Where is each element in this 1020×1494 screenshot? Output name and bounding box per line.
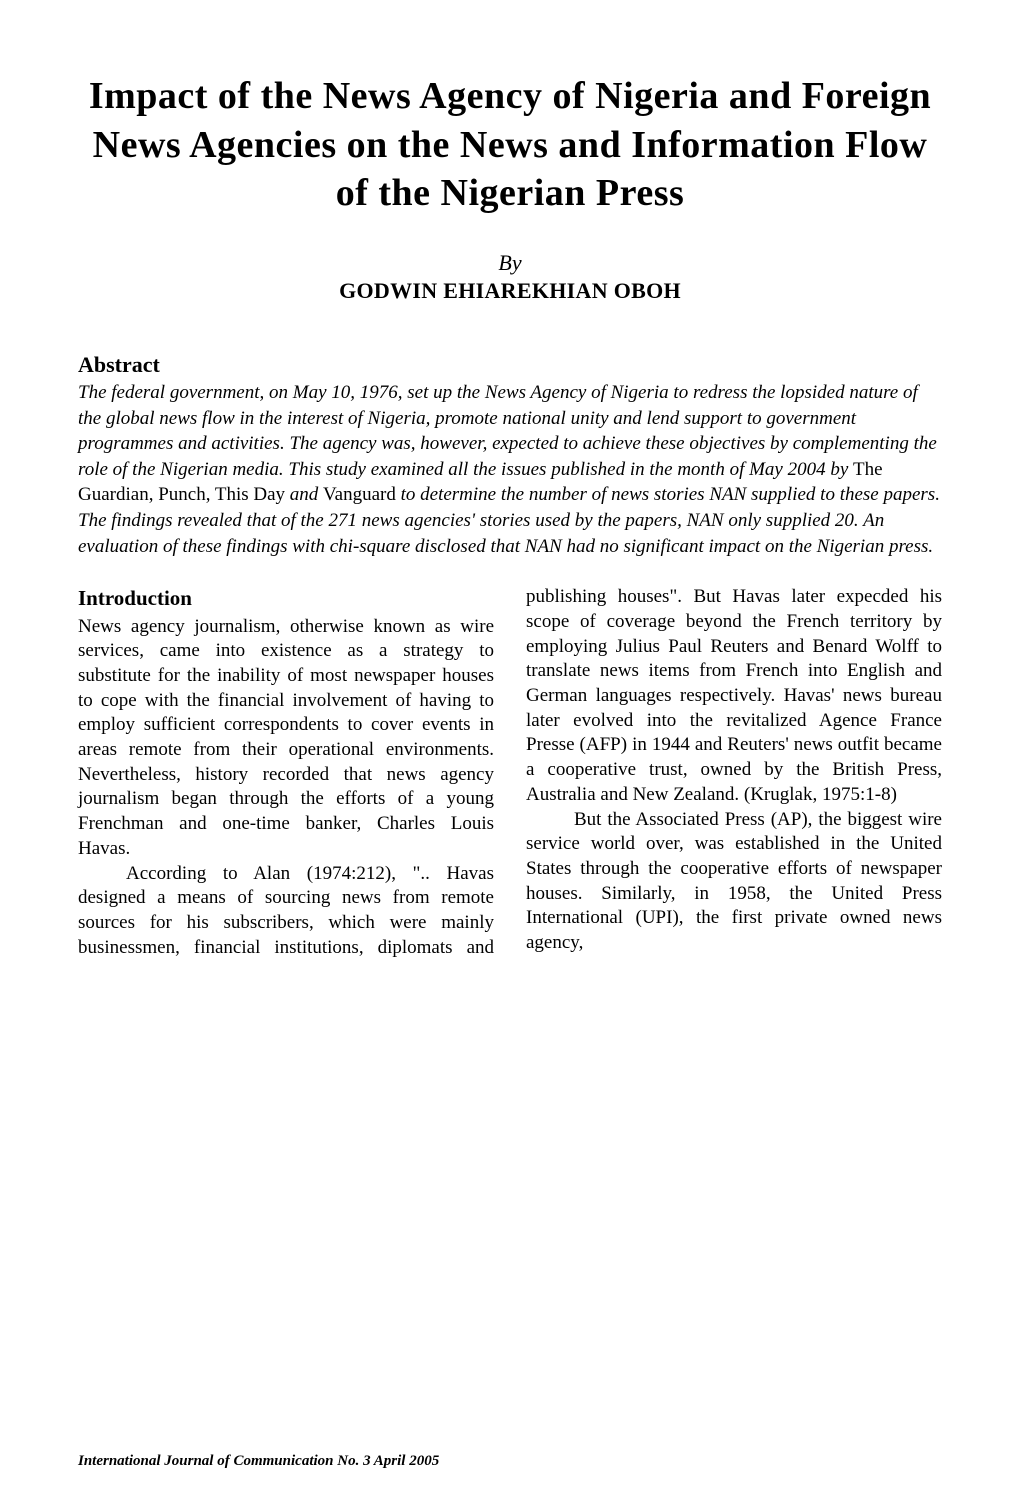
byline-block: By GODWIN EHIAREKHIAN OBOH bbox=[78, 250, 942, 304]
page-footer: International Journal of Communication N… bbox=[78, 1453, 439, 1470]
introduction-heading: Introduction bbox=[78, 585, 494, 612]
byline-author: GODWIN EHIAREKHIAN OBOH bbox=[78, 278, 942, 304]
abstract-and: and bbox=[290, 484, 323, 505]
byline-by: By bbox=[78, 250, 942, 276]
abstract-heading: Abstract bbox=[78, 352, 942, 378]
intro-para-3: But the Associated Press (AP), the bigge… bbox=[526, 808, 942, 956]
abstract-section: Abstract The federal government, on May … bbox=[78, 352, 942, 559]
abstract-text: The federal government, on May 10, 1976,… bbox=[78, 380, 942, 559]
body-columns: Introduction News agency journalism, oth… bbox=[78, 585, 942, 960]
intro-para-1: News agency journalism, otherwise known … bbox=[78, 615, 494, 862]
abstract-titles-2: Vanguard bbox=[323, 484, 401, 505]
abstract-pre: The federal government, on May 10, 1976,… bbox=[78, 382, 937, 480]
article-title: Impact of the News Agency of Nigeria and… bbox=[78, 72, 942, 218]
